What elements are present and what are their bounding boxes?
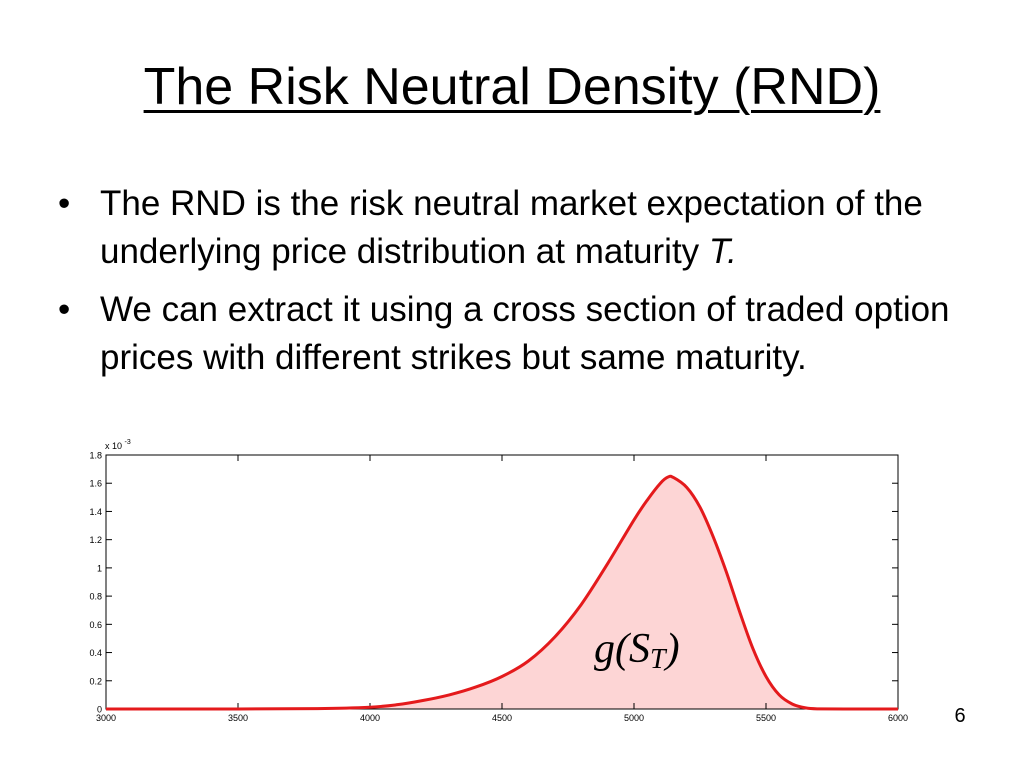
x-tick-label: 5500	[756, 713, 776, 723]
bullet-item: The RND is the risk neutral market expec…	[58, 180, 978, 276]
y-multiplier-label: x 10 -3	[105, 439, 131, 451]
x-tick-label: 4500	[492, 713, 512, 723]
y-tick-label: 1.8	[89, 451, 102, 461]
bullet-list: The RND is the risk neutral market expec…	[58, 180, 978, 392]
density-area	[106, 476, 898, 709]
y-tick-label: 0.6	[89, 620, 102, 630]
x-tick-label: 3500	[228, 713, 248, 723]
bullet-item: We can extract it using a cross section …	[58, 286, 978, 382]
x-tick-label: 3000	[96, 713, 116, 723]
y-tick-label: 0.2	[89, 676, 102, 686]
slide-number: 6	[954, 705, 966, 727]
x-tick-label: 6000	[888, 713, 908, 723]
x-tick-label: 4000	[360, 713, 380, 723]
y-tick-label: 0.8	[89, 592, 102, 602]
y-tick-label: 1.4	[89, 507, 102, 517]
plot-frame	[105, 454, 899, 710]
y-tick-label: 0	[97, 705, 102, 715]
x-tick-label: 5000	[624, 713, 644, 723]
slide-title: The Risk Neutral Density (RND)	[143, 58, 881, 116]
y-tick-label: 0.4	[89, 648, 102, 658]
y-tick-label: 1.6	[89, 479, 102, 489]
y-tick-label: 1.2	[89, 535, 102, 545]
density-line	[106, 474, 898, 711]
y-tick-label: 1	[97, 563, 102, 573]
density-annotation: g(ST)	[594, 626, 680, 675]
